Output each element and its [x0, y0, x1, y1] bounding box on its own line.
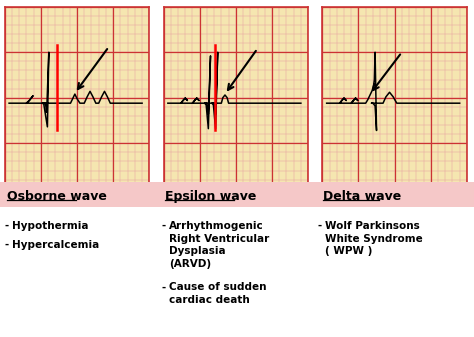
Text: Osborne wave: Osborne wave [7, 190, 107, 204]
Text: -: - [5, 240, 9, 250]
Text: Arrhythmogenic
Right Ventricular
Dysplasia
(ARVD): Arrhythmogenic Right Ventricular Dysplas… [169, 221, 269, 269]
Text: Cause of sudden
cardiac death: Cause of sudden cardiac death [169, 282, 266, 305]
Text: Epsilon wave: Epsilon wave [165, 190, 256, 204]
Text: -: - [161, 221, 165, 231]
Text: Hypercalcemia: Hypercalcemia [12, 240, 100, 250]
Text: -: - [161, 282, 165, 293]
Text: -: - [5, 221, 9, 231]
Text: Hypothermia: Hypothermia [12, 221, 89, 231]
Text: Wolf Parkinsons
White Syndrome
( WPW ): Wolf Parkinsons White Syndrome ( WPW ) [325, 221, 423, 256]
Text: -: - [318, 221, 322, 231]
Text: Delta wave: Delta wave [323, 190, 401, 204]
